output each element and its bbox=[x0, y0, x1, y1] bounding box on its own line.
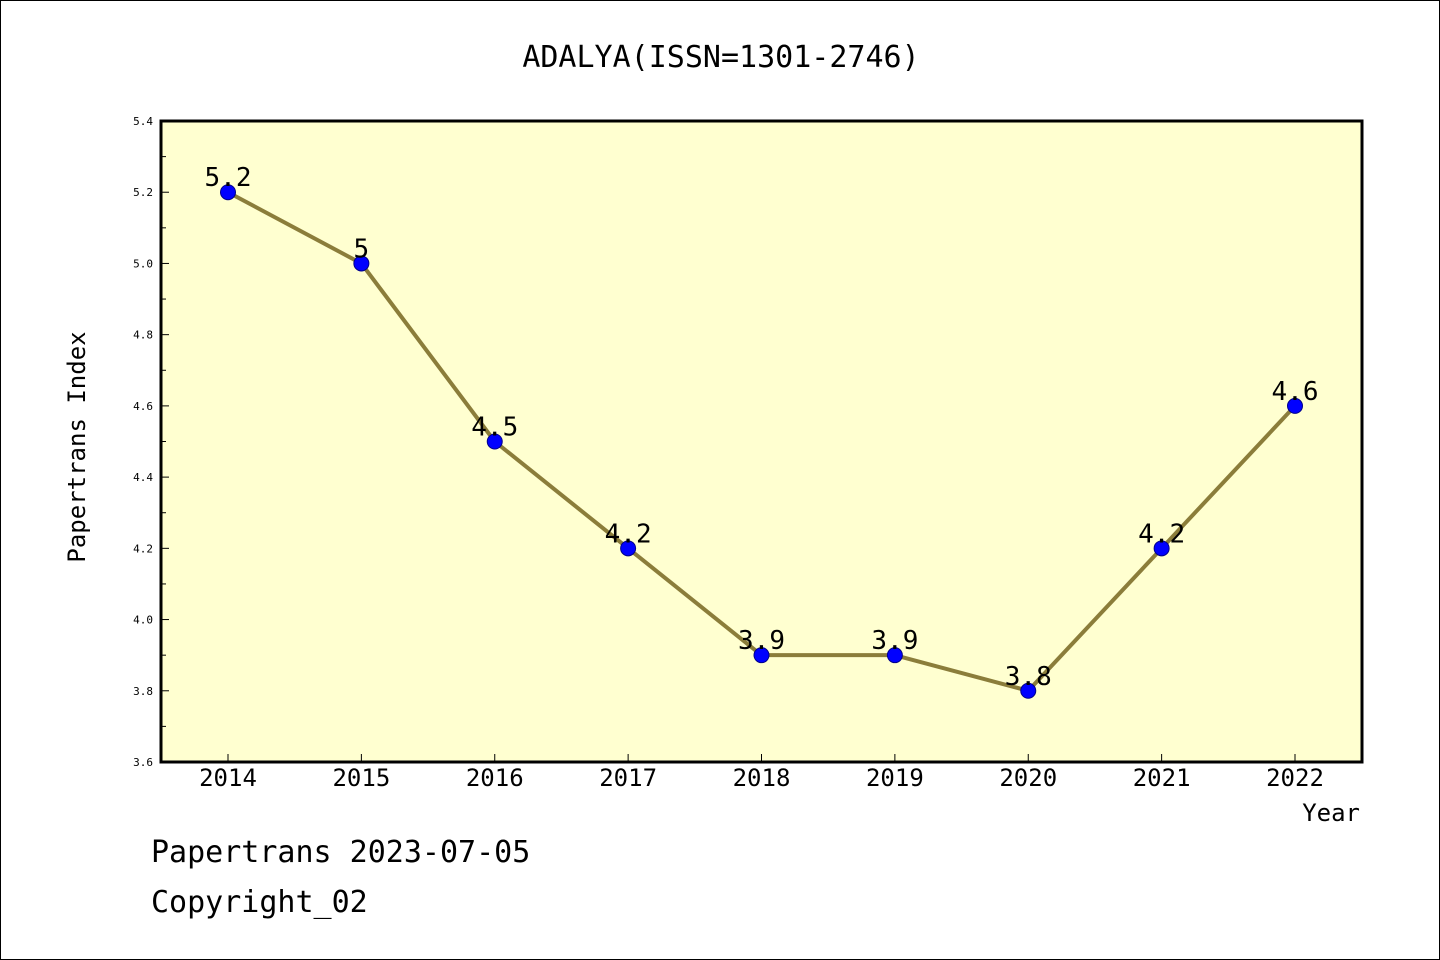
data-point-label: 5.2 bbox=[205, 163, 252, 193]
x-axis-label: Year bbox=[1302, 799, 1360, 827]
y-tick-label: 5.0 bbox=[133, 257, 153, 270]
y-axis: 3.6 3.8 4.0 4.2 4.4 4.6 4.8 5.0 5.2 5.4 bbox=[133, 115, 169, 769]
x-tick-label: 2014 bbox=[199, 764, 257, 792]
y-tick-label: 5.4 bbox=[133, 115, 153, 128]
data-point-marker bbox=[1020, 682, 1037, 699]
copyright-text: Copyright_02 bbox=[151, 885, 368, 920]
data-point-marker bbox=[1153, 540, 1170, 557]
data-point-label: 4.2 bbox=[605, 519, 652, 549]
y-tick-label: 4.4 bbox=[133, 471, 153, 484]
data-point-marker bbox=[753, 647, 770, 664]
data-point-marker bbox=[220, 184, 236, 201]
data-point-label: 4.2 bbox=[1138, 519, 1185, 549]
chart-title: ADALYA(ISSN=1301-2746) bbox=[522, 40, 919, 75]
data-point-marker bbox=[620, 540, 637, 557]
data-point-marker bbox=[1287, 397, 1303, 414]
y-tick-label: 4.6 bbox=[133, 400, 153, 413]
x-tick-label: 2015 bbox=[332, 764, 390, 792]
x-tick-label: 2017 bbox=[599, 764, 657, 792]
data-point-label: 3.8 bbox=[1005, 662, 1052, 692]
data-labels: 5.2 5 4.5 4.2 3.9 3.9 3.8 4.2 4.6 bbox=[205, 163, 1319, 692]
data-point-label: 3.9 bbox=[738, 626, 785, 656]
data-point-marker bbox=[886, 647, 903, 664]
x-tick-label: 2021 bbox=[1133, 764, 1191, 792]
x-tick-label: 2018 bbox=[733, 764, 791, 792]
data-point-label: 3.9 bbox=[871, 626, 918, 656]
x-tick-label: 2019 bbox=[866, 764, 924, 792]
plot-area bbox=[159, 119, 1364, 764]
data-point-marker bbox=[486, 433, 503, 450]
data-point-label: 4.6 bbox=[1272, 377, 1319, 407]
x-tick-label: 2016 bbox=[466, 764, 524, 792]
y-tick-label: 5.2 bbox=[133, 186, 153, 199]
x-axis: 2014 2015 2016 2017 2018 2019 2020 2021 2022 bbox=[199, 754, 1324, 792]
y-tick-label: 3.6 bbox=[133, 756, 153, 769]
data-point-label: 5 bbox=[354, 234, 370, 264]
data-point-label: 4.5 bbox=[471, 413, 518, 443]
y-tick-label: 4.0 bbox=[133, 614, 153, 627]
x-tick-label: 2022 bbox=[1266, 764, 1324, 792]
source-date-text: Papertrans 2023-07-05 bbox=[151, 835, 531, 870]
y-axis-label: Papertrans Index bbox=[63, 331, 91, 562]
y-tick-label: 4.2 bbox=[133, 542, 153, 555]
y-tick-label: 3.8 bbox=[133, 685, 153, 698]
data-point-marker bbox=[353, 255, 370, 272]
y-tick-label: 4.8 bbox=[133, 329, 153, 342]
series-layer bbox=[220, 184, 1303, 699]
x-tick-label: 2020 bbox=[999, 764, 1057, 792]
